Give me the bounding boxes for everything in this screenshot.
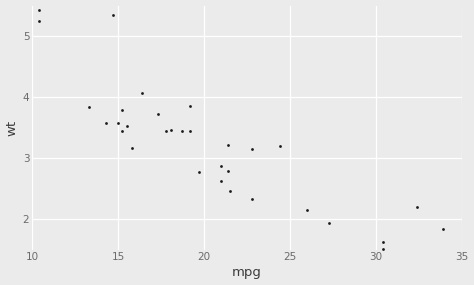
Point — [218, 163, 225, 168]
Point — [326, 221, 333, 225]
Point — [413, 205, 421, 209]
Point — [195, 170, 203, 174]
Point — [85, 105, 92, 109]
Point — [379, 247, 387, 251]
Point — [163, 129, 170, 133]
Point — [224, 142, 232, 147]
Point — [118, 108, 125, 113]
Point — [224, 169, 232, 174]
Point — [123, 124, 130, 129]
Point — [276, 144, 283, 149]
Point — [102, 121, 110, 125]
X-axis label: mpg: mpg — [232, 266, 262, 280]
Point — [154, 111, 161, 116]
Point — [248, 146, 256, 151]
Point — [114, 121, 122, 125]
Point — [138, 90, 146, 95]
Point — [379, 240, 387, 245]
Point — [186, 129, 194, 133]
Point — [128, 145, 136, 150]
Point — [118, 129, 125, 134]
Point — [248, 197, 256, 202]
Point — [35, 8, 43, 13]
Point — [178, 129, 185, 133]
Point — [303, 208, 311, 213]
Point — [218, 179, 225, 184]
Point — [186, 104, 194, 109]
Point — [439, 227, 447, 231]
Point — [35, 19, 43, 23]
Point — [226, 188, 234, 193]
Point — [167, 128, 175, 132]
Y-axis label: wt: wt — [6, 119, 18, 136]
Point — [109, 13, 117, 17]
